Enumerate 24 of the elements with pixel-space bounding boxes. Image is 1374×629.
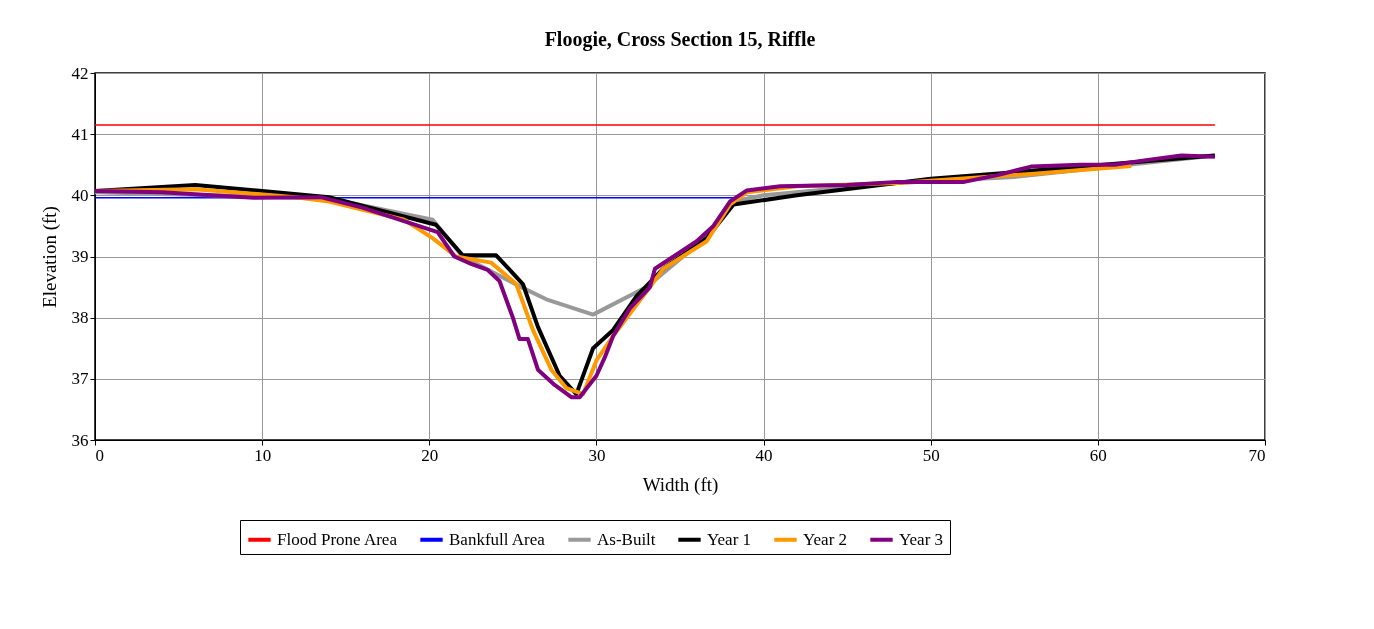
- y-tick-label: 39: [71, 247, 89, 266]
- y-tick-label: 38: [71, 308, 89, 328]
- x-tick-label: 20: [421, 445, 439, 465]
- legend-label: Bankfull Area: [449, 529, 546, 549]
- legend-label: Year 3: [899, 529, 944, 549]
- x-tick-label: 60: [1089, 445, 1107, 465]
- legend-label: Year 2: [803, 529, 848, 549]
- x-tick-label: 70: [1248, 445, 1266, 465]
- x-tick-label: 40: [755, 445, 773, 465]
- y-tick-label: 41: [71, 124, 89, 144]
- y-tick-label: 36: [71, 430, 89, 450]
- x-axis-title: Width (ft): [642, 473, 719, 496]
- x-tick-label: 30: [588, 445, 606, 465]
- y-axis-title: Elevation (ft): [38, 206, 61, 308]
- chart-title: Floogie, Cross Section 15, Riffle: [544, 28, 816, 51]
- y-tick-label: 37: [71, 369, 89, 389]
- legend-label: Year 1: [707, 529, 752, 549]
- x-tick-label: 50: [922, 445, 940, 465]
- legend-label: Flood Prone Area: [277, 529, 398, 549]
- x-tick-label: 10: [254, 445, 272, 465]
- legend-label: As-Built: [597, 529, 656, 549]
- y-tick-label: 42: [71, 63, 89, 83]
- y-tick-label: 40: [71, 185, 89, 205]
- x-tick-label: 0: [95, 445, 104, 465]
